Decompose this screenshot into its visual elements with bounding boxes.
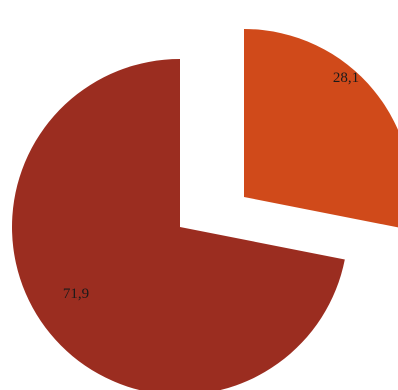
pie-slice-small — [244, 29, 398, 228]
pie-slice-large — [12, 59, 345, 390]
slice-label-small: 28,1 — [333, 70, 359, 86]
slice-label-large: 71,9 — [63, 286, 89, 302]
